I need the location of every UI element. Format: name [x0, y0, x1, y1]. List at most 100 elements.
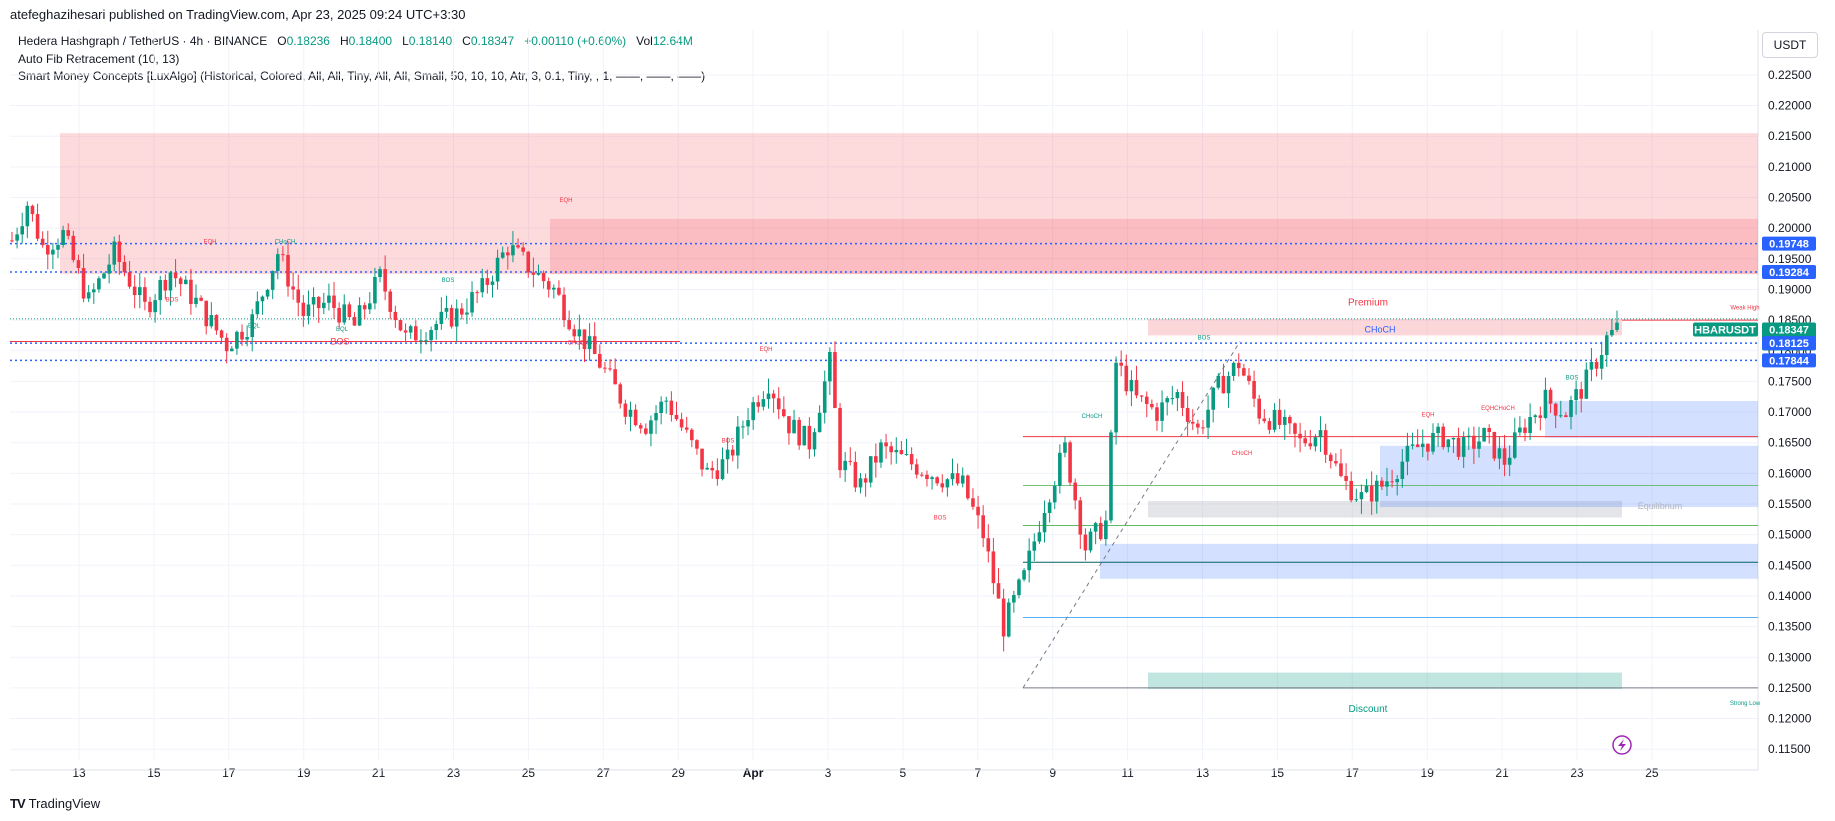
candle — [981, 505, 985, 548]
price-badge-label: 0.19748 — [1769, 239, 1809, 251]
open-value: 0.18236 — [286, 34, 330, 48]
candle — [838, 402, 842, 478]
candle — [449, 304, 454, 329]
y-tick-label: 0.14000 — [1768, 589, 1812, 603]
candle — [25, 201, 30, 239]
candle — [1119, 350, 1123, 377]
candle — [516, 238, 520, 249]
candle — [15, 227, 19, 249]
candle — [332, 282, 336, 320]
candle — [914, 458, 919, 479]
candle — [1063, 436, 1067, 458]
candle — [1334, 453, 1338, 467]
candle — [357, 297, 362, 327]
candle — [1078, 496, 1083, 550]
y-tick-label: 0.14500 — [1768, 558, 1812, 572]
candle — [1012, 590, 1016, 613]
candle — [1098, 516, 1103, 541]
candle — [761, 391, 766, 411]
candle — [1037, 521, 1042, 544]
candle — [122, 255, 127, 277]
candle — [1456, 427, 1461, 461]
candle — [500, 246, 505, 260]
candle — [291, 272, 295, 300]
candle — [511, 231, 515, 263]
ticker-badge — [1693, 322, 1758, 337]
candle — [991, 538, 996, 595]
candle — [1155, 402, 1159, 431]
candle — [669, 391, 674, 422]
weak-high-label: Weak High — [1730, 306, 1759, 312]
tradingview-logo-icon: TV — [10, 796, 26, 811]
candle — [746, 407, 750, 436]
candle — [1344, 463, 1348, 491]
candle — [102, 272, 106, 280]
candle — [342, 294, 347, 325]
candle — [1405, 432, 1410, 476]
indicator-smc[interactable]: Smart Money Concepts [LuxAlgo] (Historic… — [18, 69, 706, 83]
eql-label: EQL — [248, 323, 261, 329]
x-tick-label: 23 — [1570, 766, 1584, 780]
candle — [766, 378, 771, 409]
candle — [531, 257, 536, 288]
low-label: L — [402, 34, 409, 48]
candle — [863, 473, 868, 497]
candle — [373, 267, 377, 310]
candle — [301, 295, 306, 327]
candle — [572, 324, 577, 343]
price-badge — [1762, 353, 1816, 368]
candle — [935, 476, 939, 486]
candle — [889, 441, 893, 465]
candle — [1298, 422, 1302, 453]
candle — [843, 451, 847, 482]
candle — [1589, 348, 1594, 382]
candle — [966, 474, 970, 501]
y-tick-label: 0.15500 — [1768, 497, 1812, 511]
candle — [1323, 423, 1328, 464]
currency-button[interactable]: USDT — [1762, 32, 1818, 58]
candle — [1201, 419, 1205, 435]
y-tick-label: 0.16000 — [1768, 466, 1812, 480]
candle — [148, 296, 152, 318]
candle — [1242, 363, 1246, 377]
candle — [66, 223, 71, 240]
x-tick-label: 17 — [1346, 766, 1360, 780]
candle — [945, 478, 950, 497]
candle — [828, 347, 832, 395]
candle — [40, 231, 45, 248]
indicator-fib[interactable]: Auto Fib Retracement (10, 13) — [18, 51, 180, 66]
candle — [1328, 452, 1333, 469]
demand-zone-mid — [1380, 445, 1758, 508]
candle — [10, 231, 14, 243]
candle — [1088, 528, 1093, 553]
candle — [127, 260, 132, 289]
candle — [1420, 429, 1425, 458]
candle — [137, 272, 142, 309]
candle — [71, 230, 76, 263]
candle — [1027, 538, 1031, 583]
candle — [1277, 398, 1282, 430]
symbol-title[interactable]: Hedera Hashgraph / TetherUS · 4h · BINAN… — [18, 34, 268, 48]
candle — [1400, 449, 1405, 488]
candle — [1461, 431, 1466, 468]
candle — [1303, 430, 1308, 447]
candle — [613, 358, 617, 385]
candle — [97, 276, 101, 293]
candle — [546, 277, 551, 298]
candle — [30, 204, 35, 222]
candle — [1436, 423, 1440, 447]
price-badge — [1762, 336, 1816, 351]
brand-name: TradingView — [28, 796, 101, 811]
candle — [1272, 403, 1277, 433]
publisher-line: atefeghazihesari published on TradingVie… — [10, 7, 466, 22]
candle — [654, 405, 658, 434]
candle — [1339, 449, 1343, 478]
candle — [848, 447, 853, 466]
candle — [1231, 361, 1236, 381]
candle — [424, 332, 428, 345]
candle — [1543, 377, 1548, 419]
candle — [782, 396, 786, 418]
eqh-label: EQH — [203, 239, 216, 245]
candle — [398, 319, 403, 332]
